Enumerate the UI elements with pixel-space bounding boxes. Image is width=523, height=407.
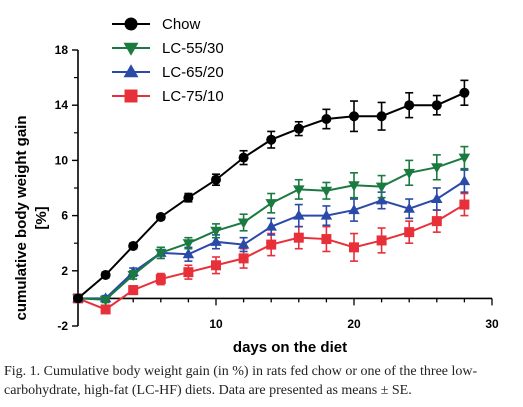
marker-triangle-up (265, 220, 277, 231)
y-tick-label: 14 (55, 98, 69, 112)
marker-square (376, 235, 387, 246)
y-axis-title-line: cumulative body weight gain (13, 115, 30, 320)
x-tick-label: 10 (209, 317, 223, 331)
body-weight-chart: -2 2 6 10 14 18 10 20 30 Chow LC-55/30 LC-65/20 LC-… (13, 16, 499, 356)
marker-triangle-down (99, 295, 112, 306)
marker-triangle-up (293, 209, 305, 220)
x-tick-label: 20 (347, 317, 361, 331)
marker-square (183, 267, 194, 278)
marker-triangle-up (123, 64, 139, 78)
figure-caption: Fig. 1. Cumulative body weight gain (in … (4, 364, 478, 398)
marker-circle (349, 111, 359, 122)
marker-triangle-up (210, 235, 222, 246)
marker-circle (404, 100, 415, 111)
marker-square (211, 260, 221, 271)
chart-axes: -2 2 6 10 14 18 10 20 30 (55, 43, 499, 333)
marker-triangle-down (265, 199, 277, 210)
marker-circle (238, 152, 249, 163)
marker-triangle-down (210, 226, 222, 237)
marker-triangle-down (348, 181, 360, 192)
y-axis-title-line: [%] (33, 206, 50, 229)
legend-item: LC-55/30 (112, 40, 224, 57)
marker-circle (431, 100, 442, 111)
marker-circle (73, 293, 83, 304)
marker-triangle-up (348, 204, 360, 215)
marker-triangle-down (182, 239, 195, 250)
marker-circle (100, 269, 111, 280)
marker-square (100, 304, 111, 315)
marker-triangle-down (320, 186, 333, 197)
chart-legend: Chow LC-55/30 LC-65/20 LC-75/10 (112, 16, 224, 105)
y-tick-label: 6 (61, 209, 68, 223)
marker-circle (266, 134, 277, 145)
marker-triangle-up (182, 248, 195, 259)
marker-circle (376, 111, 387, 122)
y-tick-label: 10 (55, 153, 69, 167)
marker-triangle-down (237, 218, 250, 229)
marker-circle (459, 87, 470, 98)
marker-square (128, 285, 139, 296)
marker-triangle-down (293, 185, 305, 196)
legend-item: LC-75/10 (112, 88, 224, 105)
marker-triangle-up (237, 238, 250, 249)
legend-item: Chow (112, 16, 201, 33)
marker-triangle-up (458, 175, 471, 186)
marker-square (321, 234, 332, 245)
chart-series (72, 79, 471, 315)
marker-circle (183, 192, 194, 203)
x-axis-title: days on the diet (233, 339, 347, 356)
marker-square (459, 199, 470, 210)
legend-label: LC-55/30 (162, 40, 224, 57)
y-tick-label: -2 (57, 319, 68, 333)
marker-circle (124, 17, 138, 31)
marker-square (349, 242, 359, 253)
y-tick-label: 2 (61, 264, 68, 278)
marker-square (293, 232, 304, 243)
marker-triangle-down (458, 153, 471, 164)
y-axis-title: cumulative body weight gain [%] (13, 115, 50, 320)
legend-label: Chow (162, 16, 201, 33)
marker-square (266, 239, 277, 250)
series-chow (73, 79, 470, 304)
marker-square (155, 274, 166, 285)
y-tick-label: 18 (55, 43, 69, 57)
marker-triangle-down (123, 42, 139, 56)
marker-triangle-up (375, 194, 388, 205)
marker-triangle-down (375, 182, 388, 193)
marker-triangle-up (320, 209, 333, 220)
marker-triangle-down (403, 168, 415, 179)
marker-square (431, 216, 442, 227)
x-tick-label: 30 (485, 317, 499, 331)
marker-triangle-up (403, 202, 415, 213)
marker-circle (321, 114, 332, 124)
marker-triangle-down (155, 248, 167, 259)
legend-label: LC-65/20 (162, 64, 224, 81)
marker-triangle-down (431, 163, 443, 174)
marker-triangle-down (127, 270, 139, 281)
marker-square (124, 89, 138, 103)
marker-square (404, 227, 415, 238)
marker-square (238, 253, 249, 264)
legend-item: LC-65/20 (112, 64, 224, 81)
marker-circle (155, 211, 166, 222)
marker-circle (211, 174, 221, 185)
marker-circle (293, 123, 304, 134)
marker-triangle-up (431, 193, 443, 204)
legend-label: LC-75/10 (162, 88, 224, 105)
marker-circle (128, 240, 139, 251)
